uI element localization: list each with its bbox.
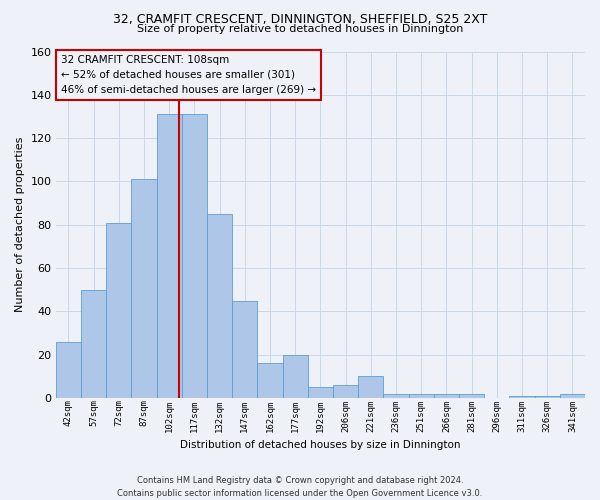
Bar — [81, 290, 106, 398]
Bar — [207, 214, 232, 398]
Bar — [157, 114, 182, 398]
Text: 32 CRAMFIT CRESCENT: 108sqm
← 52% of detached houses are smaller (301)
46% of se: 32 CRAMFIT CRESCENT: 108sqm ← 52% of det… — [61, 55, 316, 94]
Text: Size of property relative to detached houses in Dinnington: Size of property relative to detached ho… — [137, 24, 463, 34]
Bar — [358, 376, 383, 398]
Bar — [106, 222, 131, 398]
Bar — [56, 342, 81, 398]
Bar — [383, 394, 409, 398]
Bar — [459, 394, 484, 398]
Bar — [257, 364, 283, 398]
Bar — [182, 114, 207, 398]
Y-axis label: Number of detached properties: Number of detached properties — [15, 137, 25, 312]
Bar — [409, 394, 434, 398]
Text: Contains HM Land Registry data © Crown copyright and database right 2024.
Contai: Contains HM Land Registry data © Crown c… — [118, 476, 482, 498]
Bar — [560, 394, 585, 398]
Bar — [434, 394, 459, 398]
Bar — [509, 396, 535, 398]
X-axis label: Distribution of detached houses by size in Dinnington: Distribution of detached houses by size … — [180, 440, 461, 450]
Bar — [333, 385, 358, 398]
Bar — [535, 396, 560, 398]
Bar — [131, 180, 157, 398]
Bar — [308, 387, 333, 398]
Text: 32, CRAMFIT CRESCENT, DINNINGTON, SHEFFIELD, S25 2XT: 32, CRAMFIT CRESCENT, DINNINGTON, SHEFFI… — [113, 12, 487, 26]
Bar — [232, 300, 257, 398]
Bar — [283, 354, 308, 398]
